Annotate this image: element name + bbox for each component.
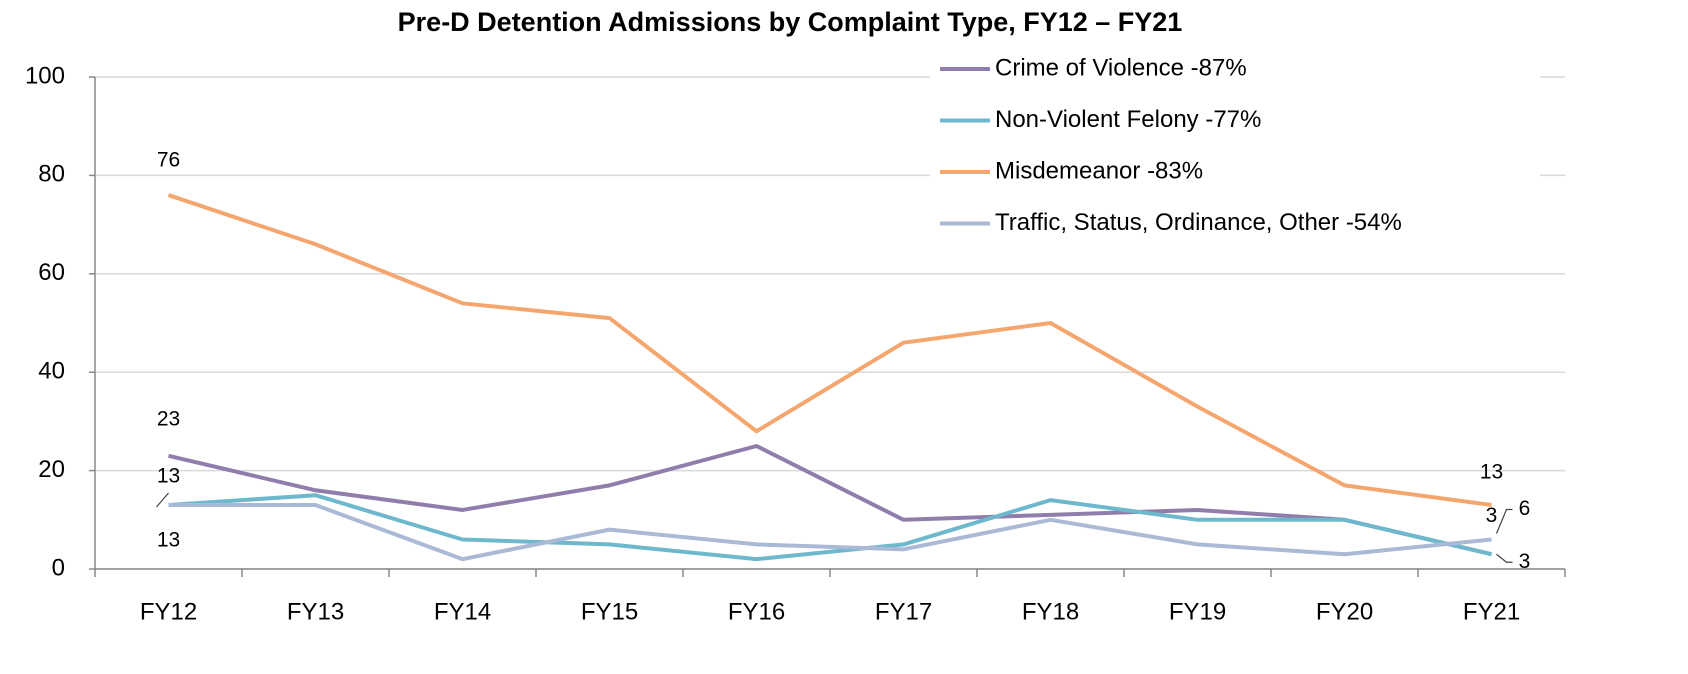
x-tick-label: FY12 <box>140 598 197 625</box>
legend-label: Misdemeanor -83% <box>995 157 1203 184</box>
data-label: 23 <box>157 407 180 430</box>
x-tick-label: FY17 <box>875 598 932 625</box>
data-label: 76 <box>157 149 180 172</box>
x-tick-label: FY16 <box>728 598 785 625</box>
series-line <box>168 503 1492 562</box>
legend-label: Non-Violent Felony -77% <box>995 106 1261 133</box>
data-label: 3 <box>1519 550 1531 573</box>
y-tick-label: 20 <box>38 456 65 483</box>
data-label: 13 <box>157 465 180 488</box>
data-label: 13 <box>1480 461 1503 484</box>
y-tick-label: 40 <box>38 358 65 385</box>
legend-label: Crime of Violence -87% <box>995 54 1247 81</box>
leader-line <box>1496 553 1513 563</box>
y-tick-label: 100 <box>25 62 65 89</box>
legend-box <box>930 46 1540 246</box>
y-tick-label: 80 <box>38 161 65 188</box>
leader-line <box>156 492 169 508</box>
y-tick-label: 60 <box>38 259 65 286</box>
chart-title: Pre-D Detention Admissions by Complaint … <box>398 7 1183 37</box>
x-tick-label: FY15 <box>581 598 638 625</box>
legend-label: Traffic, Status, Ordinance, Other -54% <box>995 209 1402 236</box>
x-tick-label: FY21 <box>1463 598 1520 625</box>
leader-line <box>1495 508 1513 534</box>
x-tick-label: FY13 <box>287 598 344 625</box>
x-tick-label: FY14 <box>434 598 491 625</box>
data-label: 3 <box>1486 504 1498 527</box>
y-tick-label: 0 <box>52 554 65 581</box>
series-line <box>168 493 1492 562</box>
data-label: 13 <box>157 529 180 552</box>
x-tick-label: FY20 <box>1316 598 1373 625</box>
x-tick-label: FY18 <box>1022 598 1079 625</box>
series-line <box>168 444 1492 557</box>
x-tick-label: FY19 <box>1169 598 1226 625</box>
series-line <box>167 193 1492 508</box>
data-label: 6 <box>1519 497 1531 520</box>
